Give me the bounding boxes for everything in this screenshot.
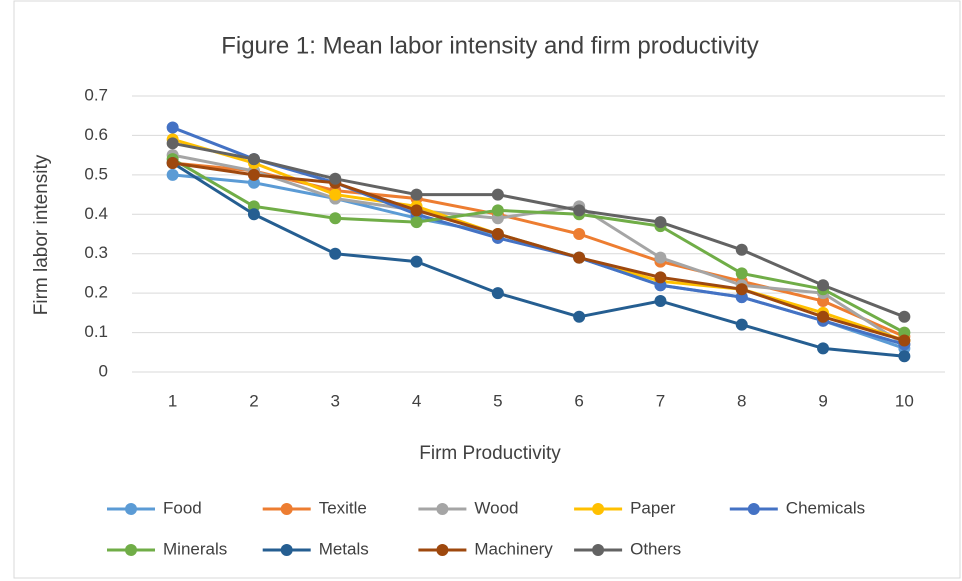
chart-title: Figure 1: Mean labor intensity and firm … — [221, 32, 759, 59]
data-point — [491, 287, 504, 300]
data-point — [166, 157, 179, 170]
legend-label: Metals — [319, 539, 369, 558]
data-point — [573, 310, 586, 323]
data-point — [735, 283, 748, 296]
data-point — [654, 251, 667, 264]
x-tick-label: 8 — [737, 391, 746, 410]
legend-marker — [280, 503, 293, 515]
series-line — [172, 141, 905, 319]
y-tick-label: 0.1 — [84, 322, 108, 341]
x-axis-label: Firm Productivity — [419, 443, 561, 464]
y-axis-label: Firm labor intensity — [31, 154, 52, 315]
legend-marker — [436, 503, 449, 515]
data-point — [166, 121, 179, 134]
data-point — [654, 216, 667, 229]
legend-marker — [592, 544, 605, 556]
x-tick-label: 6 — [574, 391, 583, 410]
x-tick-label: 1 — [168, 391, 177, 410]
y-tick-label: 0.4 — [84, 204, 108, 223]
legend-label: Texitle — [319, 498, 367, 517]
legend-label: Minerals — [163, 539, 227, 558]
data-point — [247, 208, 260, 221]
legend-marker — [280, 544, 293, 556]
data-point — [491, 188, 504, 201]
data-point — [329, 188, 342, 201]
x-tick-label: 2 — [249, 391, 258, 410]
data-point — [410, 216, 423, 229]
legend-marker — [592, 503, 605, 515]
x-tick-label: 10 — [895, 391, 914, 410]
data-point — [817, 342, 830, 355]
x-tick-label: 5 — [493, 391, 502, 410]
y-tick-label: 0.7 — [84, 85, 108, 104]
data-point — [329, 247, 342, 260]
data-point — [573, 204, 586, 217]
data-point — [573, 251, 586, 264]
series-line — [172, 161, 905, 342]
data-point — [573, 228, 586, 240]
data-point — [817, 310, 830, 323]
data-point — [654, 271, 667, 284]
legend-label: Machinery — [474, 539, 553, 558]
x-tick-label: 7 — [656, 391, 665, 410]
legend-label: Food — [163, 498, 202, 517]
y-tick-label: 0.2 — [84, 283, 108, 302]
data-point — [410, 255, 423, 268]
data-point — [735, 318, 748, 331]
series-line — [171, 161, 905, 358]
data-point — [410, 204, 423, 217]
legend-marker — [436, 544, 449, 556]
data-point — [898, 350, 911, 363]
data-point — [329, 212, 342, 225]
y-tick-label: 0.6 — [84, 125, 108, 144]
data-point — [166, 137, 179, 150]
legend-label: Wood — [474, 498, 518, 517]
x-tick-label: 3 — [331, 391, 340, 410]
data-point — [247, 153, 260, 166]
data-point — [735, 267, 748, 280]
series-line — [172, 126, 905, 346]
legend-marker — [747, 503, 760, 515]
series-line — [171, 157, 906, 334]
data-point — [410, 188, 423, 201]
data-point — [817, 279, 830, 292]
legend-label: Paper — [630, 498, 676, 517]
data-point — [898, 310, 911, 323]
data-point — [654, 295, 667, 308]
data-point — [491, 228, 504, 240]
legend-label: Others — [630, 539, 681, 558]
data-point — [735, 243, 748, 256]
data-point — [491, 204, 504, 217]
data-point — [898, 334, 911, 347]
data-point — [247, 168, 260, 181]
legend-marker — [125, 503, 137, 515]
data-point — [166, 168, 179, 181]
x-tick-label: 4 — [412, 391, 421, 410]
y-tick-label: 0 — [99, 361, 108, 380]
legend-marker — [125, 544, 137, 556]
data-point — [329, 172, 342, 185]
x-tick-label: 9 — [818, 391, 827, 410]
legend-label: Chemicals — [786, 498, 865, 517]
y-tick-label: 0.5 — [84, 164, 108, 183]
y-tick-label: 0.3 — [84, 243, 108, 262]
series-line — [172, 161, 905, 338]
